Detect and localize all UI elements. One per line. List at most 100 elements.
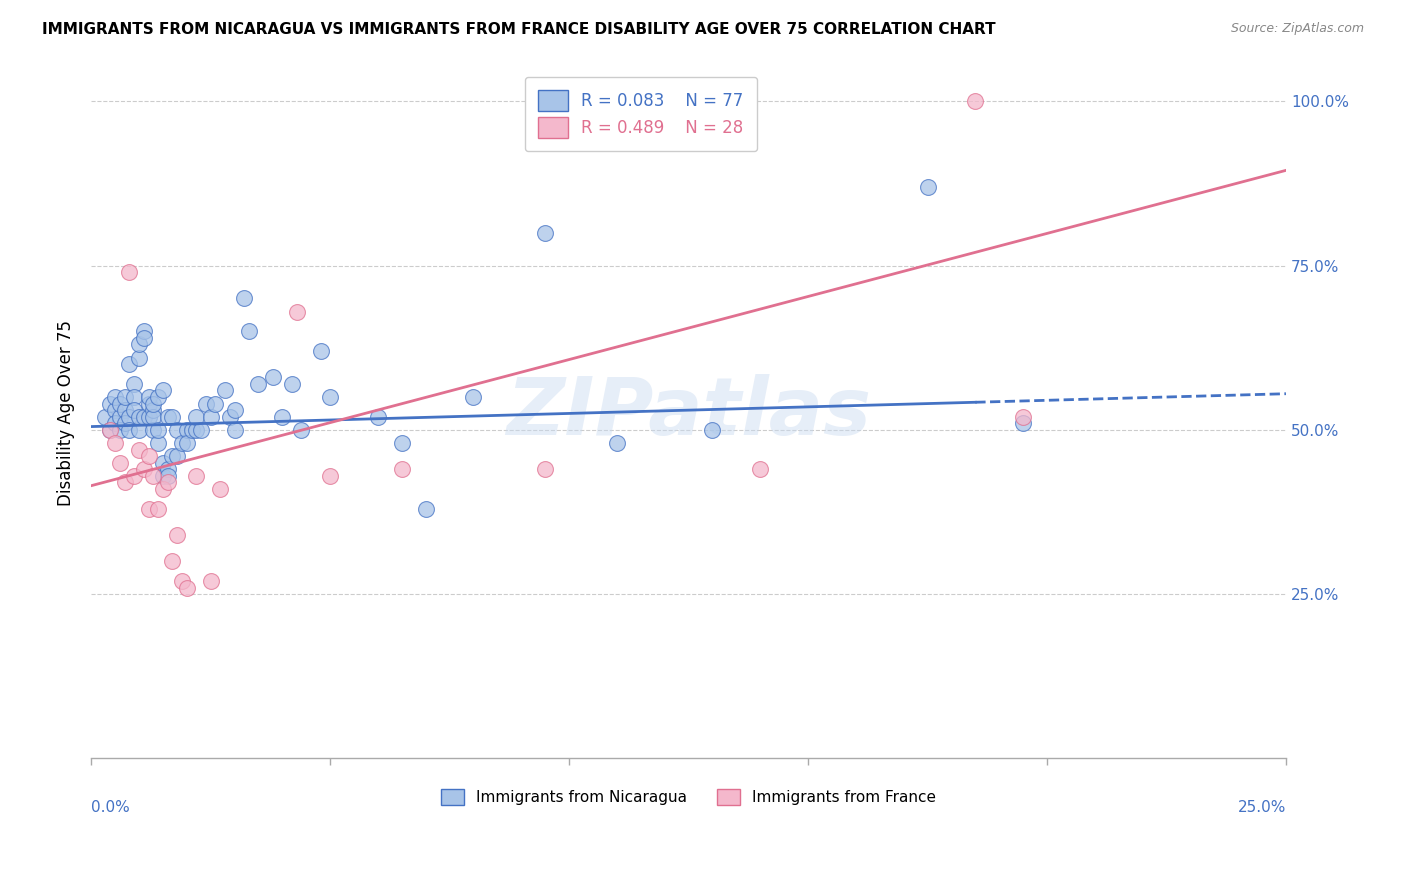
Point — [138, 396, 160, 410]
Point — [132, 462, 155, 476]
Point — [214, 384, 236, 398]
Point — [128, 442, 150, 457]
Point — [186, 409, 208, 424]
Text: 25.0%: 25.0% — [1237, 800, 1286, 814]
Point — [156, 409, 179, 424]
Point — [108, 456, 131, 470]
Point — [142, 468, 165, 483]
Point — [606, 436, 628, 450]
Point — [128, 351, 150, 365]
Point — [965, 95, 987, 109]
Point — [190, 423, 212, 437]
Point — [118, 265, 141, 279]
Point — [152, 482, 174, 496]
Point — [138, 449, 160, 463]
Point — [104, 436, 127, 450]
Text: IMMIGRANTS FROM NICARAGUA VS IMMIGRANTS FROM FRANCE DISABILITY AGE OVER 75 CORRE: IMMIGRANTS FROM NICARAGUA VS IMMIGRANTS … — [42, 22, 995, 37]
Point — [138, 390, 160, 404]
Point — [186, 468, 208, 483]
Point — [233, 292, 256, 306]
Point — [166, 449, 188, 463]
Point — [218, 409, 240, 424]
Point — [194, 396, 217, 410]
Point — [917, 179, 939, 194]
Point — [122, 376, 145, 391]
Point — [132, 324, 155, 338]
Point — [319, 390, 342, 404]
Point — [391, 462, 413, 476]
Point — [247, 376, 270, 391]
Point — [156, 462, 179, 476]
Point — [152, 384, 174, 398]
Point — [132, 331, 155, 345]
Point — [170, 574, 193, 588]
Point — [162, 554, 184, 568]
Point — [122, 390, 145, 404]
Point — [146, 436, 169, 450]
Point — [200, 409, 222, 424]
Point — [142, 403, 165, 417]
Point — [224, 423, 246, 437]
Point — [128, 409, 150, 424]
Point — [128, 423, 150, 437]
Point — [108, 396, 131, 410]
Point — [200, 574, 222, 588]
Point — [209, 482, 232, 496]
Point — [162, 449, 184, 463]
Point — [94, 409, 117, 424]
Point — [204, 396, 226, 410]
Point — [138, 501, 160, 516]
Point — [118, 357, 141, 371]
Point — [463, 390, 485, 404]
Point — [122, 468, 145, 483]
Point — [319, 468, 342, 483]
Point — [238, 324, 260, 338]
Point — [281, 376, 304, 391]
Point — [98, 423, 121, 437]
Point — [156, 468, 179, 483]
Point — [138, 409, 160, 424]
Point — [114, 417, 136, 431]
Point — [415, 501, 437, 516]
Point — [367, 409, 389, 424]
Point — [142, 409, 165, 424]
Point — [176, 423, 198, 437]
Point — [132, 409, 155, 424]
Point — [166, 528, 188, 542]
Point — [114, 475, 136, 490]
Point — [108, 409, 131, 424]
Y-axis label: Disability Age Over 75: Disability Age Over 75 — [58, 320, 75, 507]
Point — [142, 423, 165, 437]
Point — [98, 396, 121, 410]
Point — [285, 304, 308, 318]
Point — [146, 501, 169, 516]
Point — [146, 390, 169, 404]
Text: Source: ZipAtlas.com: Source: ZipAtlas.com — [1230, 22, 1364, 36]
Point — [108, 423, 131, 437]
Point — [114, 390, 136, 404]
Point — [309, 344, 332, 359]
Point — [156, 475, 179, 490]
Text: 0.0%: 0.0% — [91, 800, 129, 814]
Point — [534, 462, 557, 476]
Point — [104, 417, 127, 431]
Point — [290, 423, 312, 437]
Point — [162, 409, 184, 424]
Point — [180, 423, 202, 437]
Point — [176, 436, 198, 450]
Point — [186, 423, 208, 437]
Point — [224, 403, 246, 417]
Point — [271, 409, 294, 424]
Text: ZIPatlas: ZIPatlas — [506, 375, 872, 452]
Point — [749, 462, 772, 476]
Point — [166, 423, 188, 437]
Point — [118, 423, 141, 437]
Point — [146, 423, 169, 437]
Point — [128, 337, 150, 351]
Point — [152, 468, 174, 483]
Point — [98, 423, 121, 437]
Point — [1012, 409, 1035, 424]
Point — [114, 403, 136, 417]
Point — [170, 436, 193, 450]
Point — [391, 436, 413, 450]
